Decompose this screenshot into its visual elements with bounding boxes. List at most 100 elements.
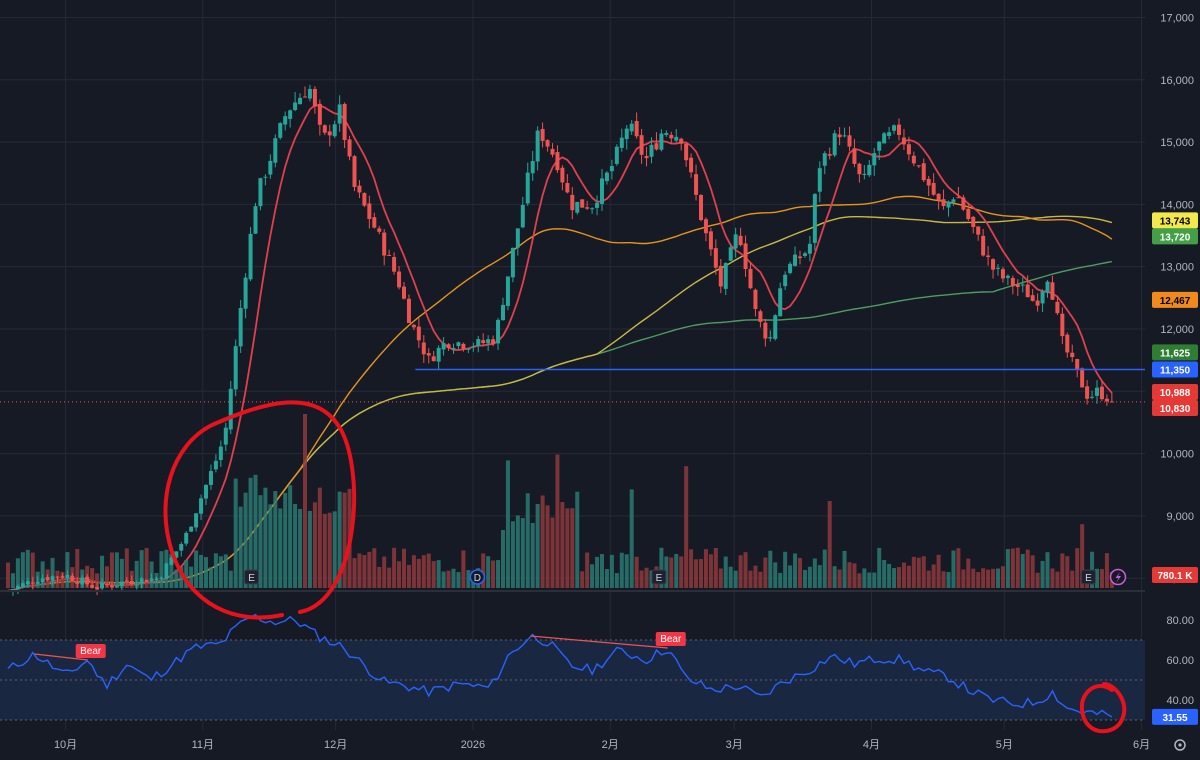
- candle-body[interactable]: [228, 388, 233, 430]
- candle-body[interactable]: [674, 136, 679, 141]
- candle-body[interactable]: [1000, 269, 1005, 279]
- candle-body[interactable]: [882, 133, 887, 144]
- candle-body[interactable]: [283, 116, 288, 125]
- candle-body[interactable]: [609, 166, 614, 172]
- candle-body[interactable]: [862, 173, 867, 175]
- candle-body[interactable]: [778, 288, 783, 317]
- candle-body[interactable]: [446, 344, 451, 349]
- candle-body[interactable]: [174, 551, 179, 558]
- candle-body[interactable]: [679, 138, 684, 144]
- candle-body[interactable]: [263, 176, 268, 178]
- candle-body[interactable]: [966, 208, 971, 220]
- candle-body[interactable]: [961, 197, 966, 210]
- candle-body[interactable]: [55, 576, 60, 578]
- candle-body[interactable]: [377, 228, 382, 232]
- candle-body[interactable]: [812, 194, 817, 243]
- candle-body[interactable]: [892, 125, 897, 131]
- candle-body[interactable]: [357, 185, 362, 193]
- candle-body[interactable]: [629, 123, 634, 132]
- candle-body[interactable]: [486, 339, 491, 344]
- candle-body[interactable]: [322, 125, 327, 133]
- candle-body[interactable]: [471, 346, 476, 348]
- candle-body[interactable]: [822, 153, 827, 166]
- candle-body[interactable]: [416, 326, 421, 341]
- candle-body[interactable]: [699, 194, 703, 221]
- candle-body[interactable]: [307, 88, 312, 99]
- candle-body[interactable]: [901, 137, 906, 145]
- candle-body[interactable]: [847, 135, 852, 147]
- candle-body[interactable]: [788, 263, 793, 273]
- candle-body[interactable]: [105, 584, 109, 586]
- candle-body[interactable]: [95, 587, 100, 590]
- candle-body[interactable]: [45, 577, 50, 581]
- candle-body[interactable]: [649, 144, 654, 157]
- candle-body[interactable]: [491, 339, 496, 345]
- candle-body[interactable]: [837, 134, 842, 138]
- candle-body[interactable]: [718, 265, 723, 287]
- candle-body[interactable]: [40, 578, 45, 582]
- candle-body[interactable]: [916, 165, 921, 167]
- candle-body[interactable]: [208, 471, 213, 485]
- candle-body[interactable]: [25, 581, 30, 585]
- candle-body[interactable]: [570, 194, 575, 211]
- candle-body[interactable]: [1035, 300, 1040, 306]
- candle-body[interactable]: [129, 580, 134, 585]
- candle-body[interactable]: [100, 582, 105, 589]
- candle-body[interactable]: [535, 130, 540, 162]
- candle-body[interactable]: [382, 232, 387, 256]
- candle-body[interactable]: [793, 254, 798, 266]
- candle-body[interactable]: [312, 88, 317, 107]
- candle-body[interactable]: [362, 193, 367, 206]
- candle-body[interactable]: [738, 235, 743, 246]
- candle-body[interactable]: [154, 578, 159, 580]
- candle-body[interactable]: [941, 199, 946, 207]
- candle-body[interactable]: [1095, 387, 1099, 396]
- candle-body[interactable]: [798, 256, 802, 259]
- candle-body[interactable]: [436, 347, 441, 362]
- candle-body[interactable]: [149, 578, 154, 582]
- candle-body[interactable]: [456, 342, 461, 347]
- candle-body[interactable]: [332, 124, 337, 137]
- candle-body[interactable]: [768, 337, 773, 339]
- candle-body[interactable]: [1005, 275, 1010, 278]
- candle-body[interactable]: [743, 243, 748, 269]
- candle-body[interactable]: [159, 577, 164, 579]
- candle-body[interactable]: [238, 308, 243, 347]
- candle-body[interactable]: [134, 584, 139, 586]
- candle-body[interactable]: [684, 143, 689, 161]
- candle-body[interactable]: [703, 219, 708, 234]
- candle-body[interactable]: [634, 120, 639, 137]
- candle-body[interactable]: [1020, 284, 1025, 286]
- candle-body[interactable]: [253, 206, 258, 234]
- candle-body[interactable]: [624, 128, 629, 140]
- candle-body[interactable]: [733, 234, 738, 249]
- candle-body[interactable]: [119, 581, 124, 586]
- candle-body[interactable]: [233, 346, 238, 390]
- candle-body[interactable]: [199, 498, 204, 514]
- candle-body[interactable]: [1109, 401, 1114, 403]
- candle-body[interactable]: [406, 298, 411, 324]
- candle-body[interactable]: [951, 199, 956, 203]
- candle-body[interactable]: [337, 104, 342, 124]
- candle-body[interactable]: [540, 128, 545, 141]
- candle-body[interactable]: [75, 581, 80, 584]
- candle-body[interactable]: [783, 274, 788, 287]
- candle-body[interactable]: [1040, 291, 1045, 304]
- candle-body[interactable]: [926, 178, 931, 186]
- candle-body[interactable]: [614, 146, 619, 164]
- candle-body[interactable]: [867, 164, 872, 176]
- candle-body[interactable]: [600, 178, 604, 204]
- candle-body[interactable]: [461, 343, 466, 349]
- candle-body[interactable]: [1080, 368, 1085, 388]
- candle-body[interactable]: [441, 343, 446, 350]
- candle-body[interactable]: [545, 140, 550, 147]
- candle-body[interactable]: [595, 202, 600, 208]
- candle-body[interactable]: [402, 286, 406, 299]
- candle-body[interactable]: [397, 271, 402, 288]
- candle-body[interactable]: [996, 267, 1000, 269]
- rsi-axis[interactable]: 80.00 60.00 40.00 31.55: [1152, 615, 1198, 725]
- candle-body[interactable]: [109, 585, 114, 587]
- candle-body[interactable]: [817, 168, 822, 192]
- candle-body[interactable]: [80, 577, 85, 585]
- candle-body[interactable]: [411, 324, 416, 328]
